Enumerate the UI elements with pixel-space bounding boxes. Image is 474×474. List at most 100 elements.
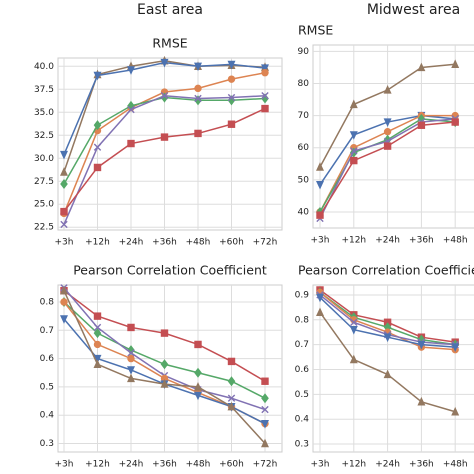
marker bbox=[194, 367, 202, 378]
x-tick-label: +48h bbox=[443, 236, 468, 246]
marker bbox=[93, 312, 102, 320]
panel-title: Pearson Correlation Coefficient bbox=[73, 263, 267, 278]
y-tick-label: 0.5 bbox=[295, 390, 309, 400]
marker bbox=[127, 105, 135, 114]
y-tick-label: 0.3 bbox=[40, 439, 54, 449]
marker bbox=[127, 139, 135, 148]
marker bbox=[261, 419, 269, 429]
y-tick-label: 90 bbox=[298, 47, 310, 57]
y-tick-label: 40.0 bbox=[34, 62, 54, 72]
marker bbox=[194, 94, 202, 103]
marker bbox=[194, 340, 202, 349]
y-tick-label: 0.6 bbox=[295, 365, 310, 375]
marker bbox=[451, 343, 460, 353]
x-tick-label: +12h bbox=[85, 238, 110, 248]
series bbox=[60, 104, 269, 216]
marker bbox=[93, 359, 102, 368]
marker bbox=[227, 120, 236, 128]
marker bbox=[316, 180, 324, 190]
y-tick-label: 40 bbox=[298, 207, 310, 217]
x-tick-label: +3h bbox=[311, 236, 330, 246]
x-tick-label: +36h bbox=[409, 460, 434, 470]
series bbox=[60, 285, 269, 448]
marker bbox=[349, 99, 358, 109]
marker bbox=[261, 92, 269, 100]
marker bbox=[93, 328, 102, 339]
series bbox=[60, 58, 269, 160]
marker bbox=[127, 66, 135, 75]
marker bbox=[194, 382, 202, 391]
marker bbox=[160, 379, 169, 388]
x-tick-label: +60h bbox=[219, 238, 244, 248]
marker bbox=[194, 84, 202, 93]
marker bbox=[194, 129, 202, 138]
marker bbox=[451, 59, 460, 68]
marker bbox=[93, 354, 102, 364]
marker bbox=[127, 354, 135, 363]
x-tick-label: +48h bbox=[186, 460, 211, 470]
x-tick-label: +36h bbox=[152, 238, 177, 248]
x-tick-label: +3h bbox=[55, 238, 74, 248]
y-tick-label: 32.5 bbox=[34, 131, 54, 141]
marker bbox=[60, 207, 68, 216]
marker bbox=[383, 85, 392, 94]
series bbox=[316, 59, 460, 171]
series bbox=[316, 293, 460, 353]
marker bbox=[93, 340, 102, 349]
y-tick-label: 0.9 bbox=[295, 290, 310, 300]
y-tick-label: 27.5 bbox=[34, 177, 54, 187]
marker bbox=[60, 220, 68, 229]
marker bbox=[350, 318, 358, 326]
series bbox=[316, 118, 459, 219]
marker bbox=[261, 104, 269, 113]
marker bbox=[127, 345, 135, 356]
marker bbox=[160, 329, 169, 337]
marker bbox=[227, 75, 236, 83]
marker bbox=[227, 376, 236, 387]
marker bbox=[349, 131, 358, 140]
y-tick-label: 37.5 bbox=[34, 85, 54, 95]
marker bbox=[127, 349, 135, 357]
marker bbox=[417, 340, 426, 350]
y-tick-label: 30.0 bbox=[34, 154, 54, 164]
suptitle: Midwest area bbox=[367, 2, 460, 18]
panel-title: RMSE bbox=[298, 23, 333, 38]
x-tick-label: +12h bbox=[85, 460, 110, 470]
marker bbox=[383, 127, 392, 136]
marker bbox=[316, 293, 324, 303]
y-tick-label: 0.4 bbox=[295, 415, 310, 425]
marker bbox=[93, 163, 102, 172]
marker bbox=[227, 93, 236, 102]
marker bbox=[417, 121, 426, 129]
marker bbox=[350, 156, 358, 165]
y-tick-label: 60 bbox=[298, 143, 310, 153]
x-tick-label: +72h bbox=[253, 238, 278, 248]
marker bbox=[127, 373, 135, 383]
y-tick-label: 0.7 bbox=[295, 340, 309, 350]
suptitle: East area bbox=[137, 2, 203, 18]
marker bbox=[383, 369, 392, 379]
x-tick-label: +72h bbox=[253, 460, 278, 470]
x-tick-label: +24h bbox=[119, 238, 144, 248]
x-tick-label: +3h bbox=[55, 460, 74, 470]
marker bbox=[349, 326, 358, 335]
x-tick-label: +36h bbox=[152, 460, 177, 470]
x-tick-label: +24h bbox=[375, 460, 400, 470]
marker bbox=[194, 391, 202, 401]
marker bbox=[60, 178, 68, 190]
plot-frame bbox=[57, 284, 283, 453]
marker bbox=[160, 133, 169, 141]
series bbox=[60, 286, 269, 385]
marker bbox=[349, 354, 358, 364]
y-tick-label: 35.0 bbox=[34, 108, 54, 118]
marker bbox=[316, 307, 324, 317]
series bbox=[60, 92, 269, 229]
marker bbox=[160, 92, 169, 100]
y-tick-label: 0.8 bbox=[40, 297, 55, 307]
y-tick-label: 50 bbox=[298, 175, 310, 185]
y-tick-label: 0.8 bbox=[295, 315, 310, 325]
y-tick-label: 0.6 bbox=[40, 354, 55, 364]
x-tick-label: +48h bbox=[443, 460, 468, 470]
marker bbox=[60, 298, 68, 306]
